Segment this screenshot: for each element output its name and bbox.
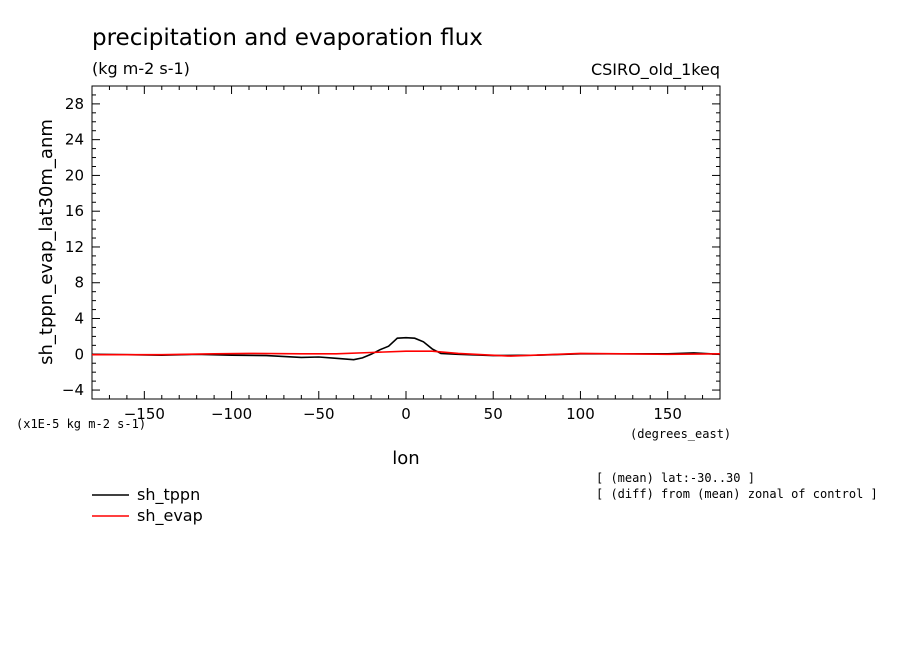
- x-tick-label: 100: [566, 405, 595, 423]
- y-tick-label: 4: [74, 310, 84, 328]
- y-tick-label: −4: [62, 381, 84, 399]
- y-tick-label: 0: [74, 345, 84, 363]
- x-tick-label: −100: [211, 405, 252, 423]
- model-name: CSIRO_old_1keq: [591, 60, 720, 80]
- x-tick-label: 0: [401, 405, 411, 423]
- x-tick-label: 50: [484, 405, 503, 423]
- x-tick-label: −150: [124, 405, 165, 423]
- series-line-sh-tppn: [91, 336, 721, 361]
- y-tick-label: 16: [65, 202, 84, 220]
- y-tick-label: 24: [65, 131, 84, 149]
- x-axis-label: lon: [392, 448, 419, 469]
- x-axis-units: (degrees_east): [630, 427, 731, 441]
- chart-title: precipitation and evaporation flux: [92, 25, 483, 51]
- y-tick-label: 12: [65, 238, 84, 256]
- legend: sh_tppn sh_evap: [92, 485, 203, 526]
- y-axis: −4 0 4 8 12 16 20 24 28: [62, 94, 720, 399]
- legend-label-sh-tppn: sh_tppn: [137, 485, 200, 505]
- y-tick-label: 28: [65, 95, 84, 113]
- legend-label-sh-evap: sh_evap: [137, 506, 203, 526]
- note-diff-control: [ (diff) from (mean) zonal of control ]: [596, 487, 878, 501]
- series-line-sh-evap: [92, 350, 721, 357]
- note-lat-range: [ (mean) lat:-30..30 ]: [596, 471, 755, 485]
- y-tick-label: 20: [65, 166, 84, 184]
- chart-units: (kg m-2 s-1): [92, 59, 190, 78]
- y-multiplier: (x1E-5 kg m-2 s-1): [16, 417, 146, 431]
- x-tick-label: −50: [303, 405, 335, 423]
- x-axis: −150 −100 −50 0 50 100 150: [108, 86, 704, 423]
- y-axis-label: sh_tppn_evap_lat30m_anm: [36, 119, 57, 365]
- series-lines: [91, 336, 721, 361]
- plot-frame: [91, 85, 721, 400]
- x-tick-label: 150: [653, 405, 682, 423]
- y-tick-label: 8: [74, 274, 84, 292]
